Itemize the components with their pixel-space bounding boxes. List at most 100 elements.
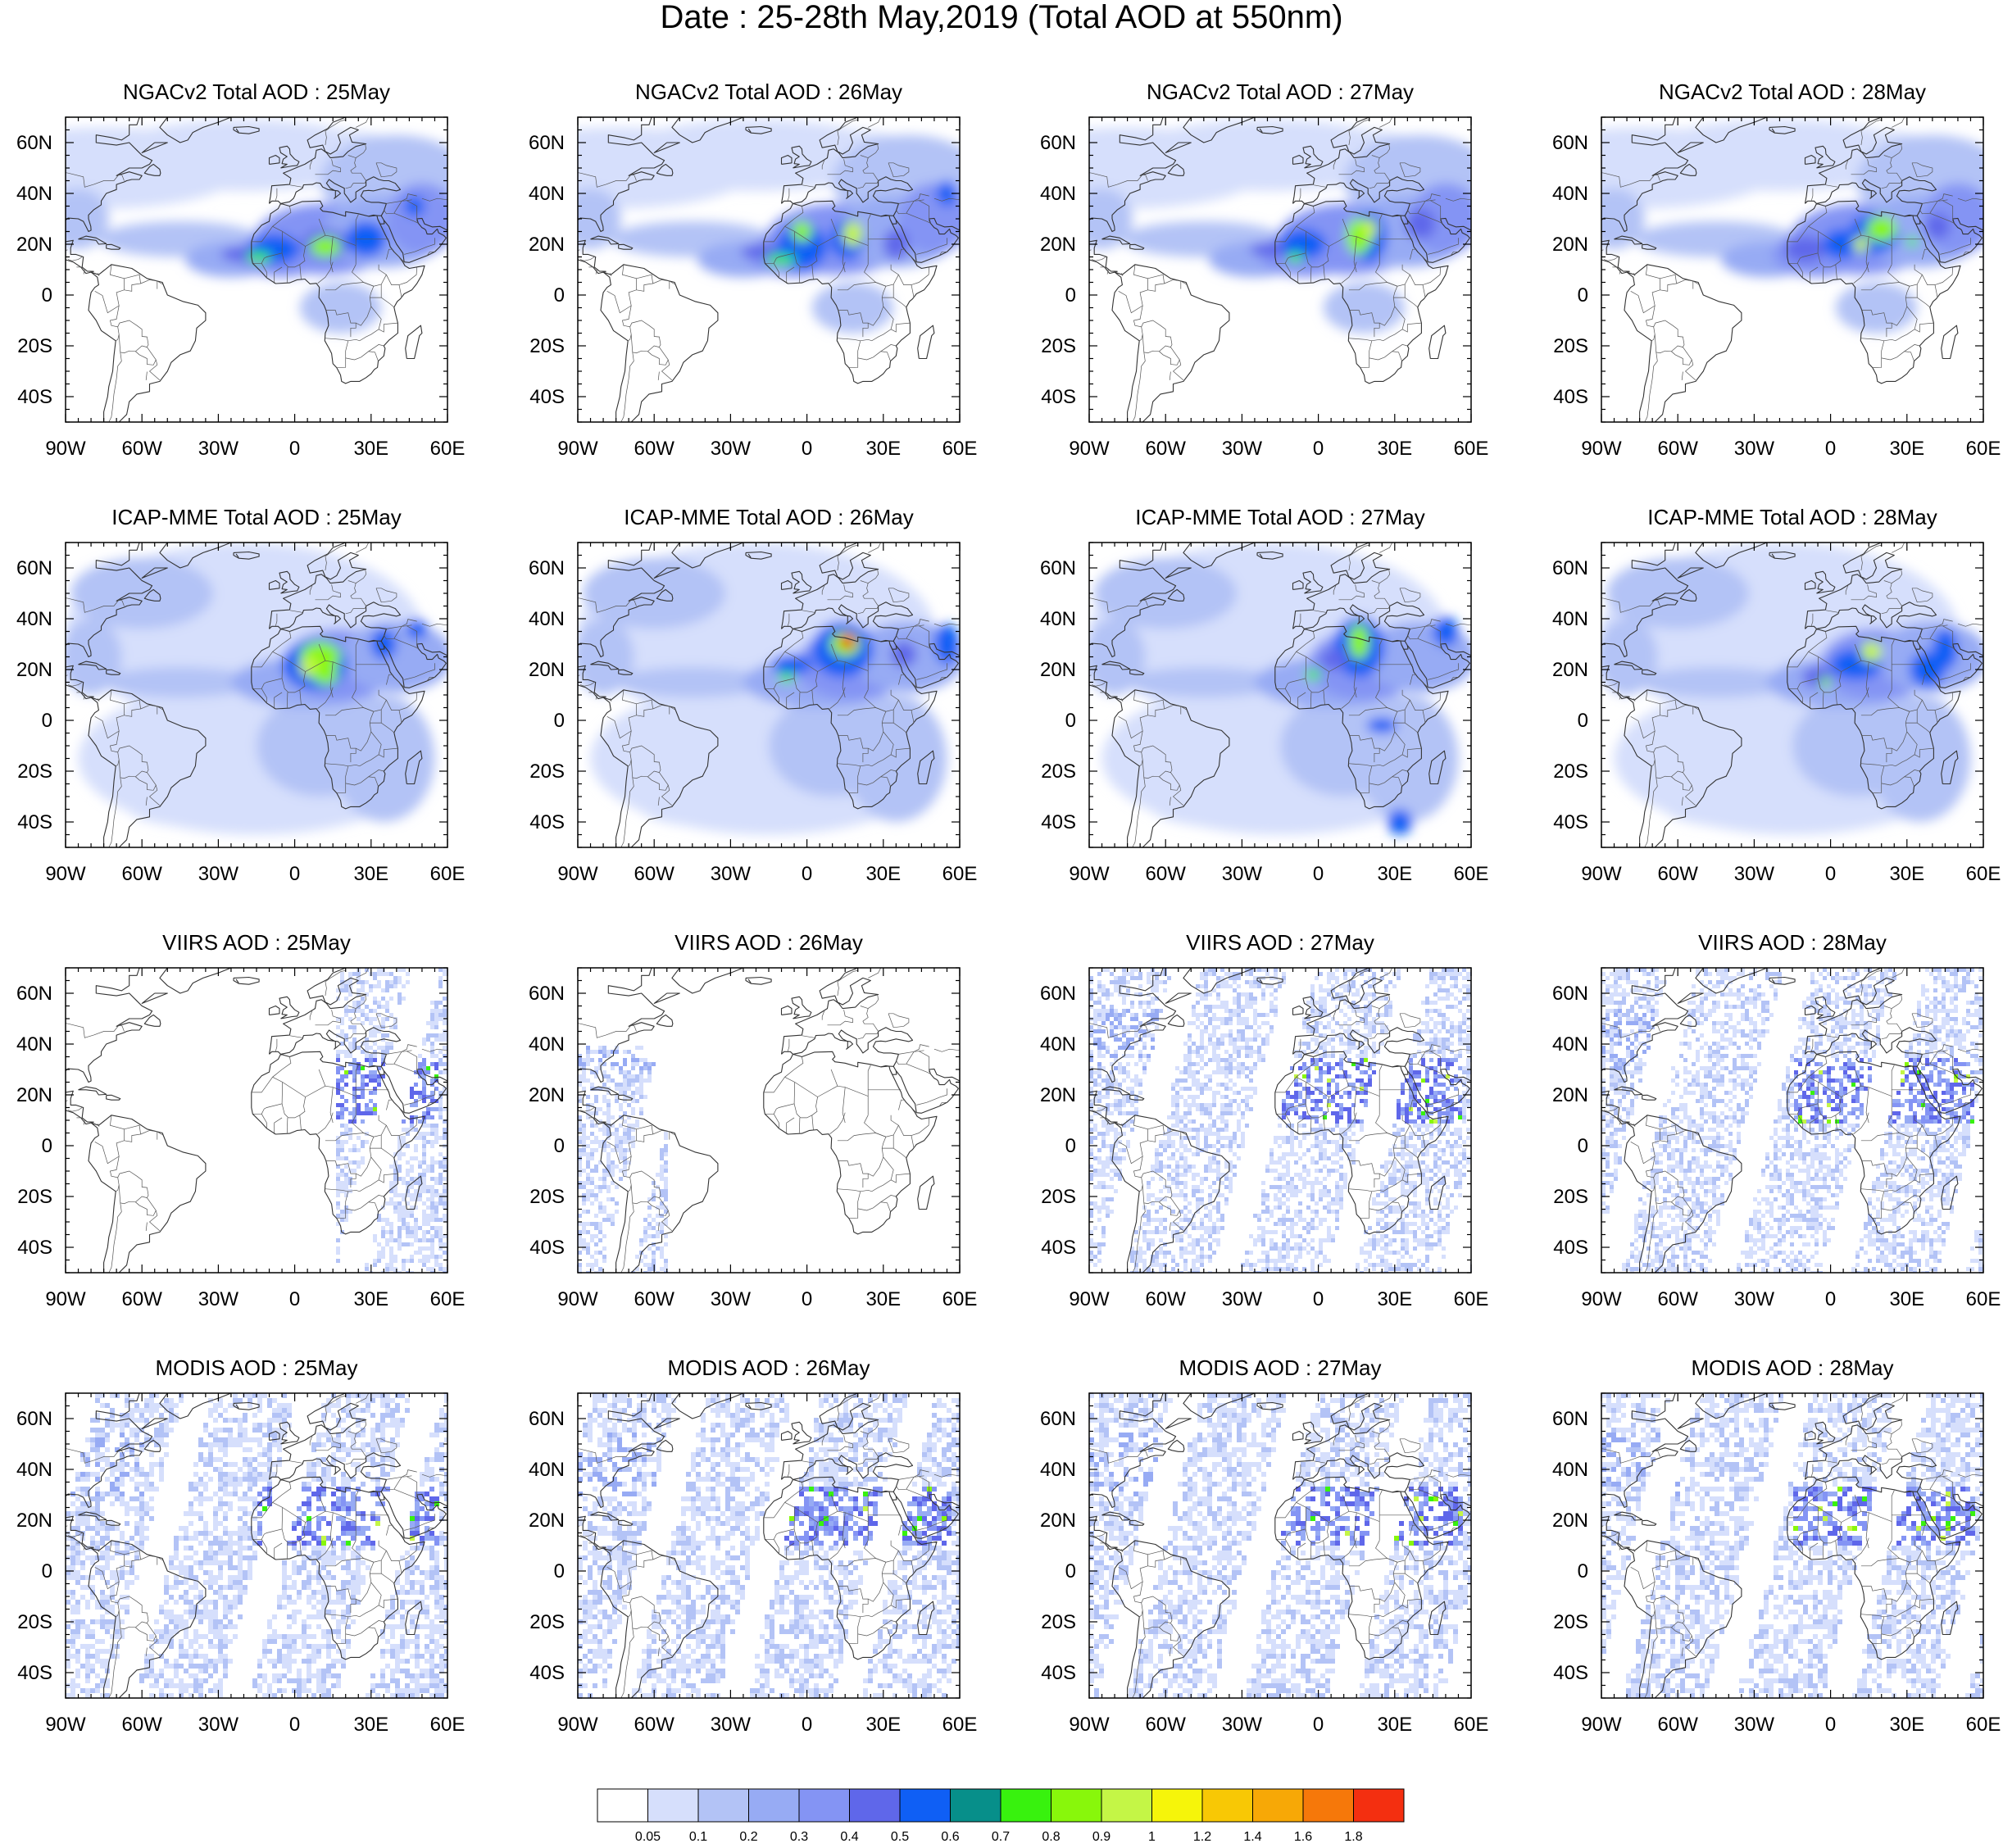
- country-border: [1861, 286, 1910, 326]
- aod-retrieval-cell: [1409, 1111, 1413, 1115]
- aod-retrieval-cell: [1204, 1050, 1208, 1054]
- aod-retrieval-cell: [623, 1099, 627, 1103]
- aod-retrieval-cell: [1376, 997, 1380, 1001]
- aod-retrieval-cell: [1323, 1165, 1327, 1169]
- aod-retrieval-cell: [660, 1148, 664, 1152]
- aod-retrieval-cell: [1294, 1054, 1298, 1058]
- y-tick-label: 40N: [1040, 608, 1076, 630]
- aod-retrieval-cell: [1282, 1136, 1286, 1140]
- aod-retrieval-cell: [1433, 1107, 1438, 1111]
- aod-retrieval-cell: [1458, 1021, 1462, 1025]
- aod-retrieval-cell: [1151, 1038, 1155, 1042]
- aod-retrieval-cell: [1339, 984, 1343, 988]
- aod-retrieval-cell: [1122, 997, 1126, 1001]
- aod-retrieval-cell: [1454, 1173, 1458, 1177]
- country-border: [1645, 730, 1696, 806]
- aod-retrieval-cell: [1347, 1119, 1351, 1124]
- aod-retrieval-cell: [1388, 1005, 1392, 1009]
- aod-retrieval-cell: [1290, 1095, 1294, 1099]
- aod-retrieval-cell: [1237, 1107, 1241, 1111]
- aod-retrieval-cell: [1224, 1144, 1229, 1148]
- aod-field-region: [1601, 619, 1658, 695]
- country-border: [829, 1112, 846, 1134]
- aod-retrieval-cell: [1339, 997, 1343, 1001]
- aod-retrieval-cell: [357, 1160, 361, 1165]
- aod-retrieval-cell: [1302, 1062, 1306, 1066]
- aod-retrieval-cell: [438, 1201, 443, 1206]
- aod-retrieval-cell: [1192, 1251, 1196, 1255]
- aod-retrieval-cell: [606, 1119, 611, 1124]
- aod-retrieval-cell: [1364, 1017, 1368, 1021]
- aod-retrieval-cell: [430, 1234, 434, 1238]
- aod-retrieval-cell: [443, 1033, 447, 1038]
- country-border: [1353, 236, 1357, 273]
- aod-retrieval-cell: [1339, 1136, 1343, 1140]
- aod-retrieval-cell: [660, 1165, 664, 1169]
- country-border: [579, 682, 595, 687]
- aod-retrieval-cell: [1114, 1058, 1118, 1062]
- aod-retrieval-cell: [1327, 1169, 1331, 1173]
- aod-retrieval-cell: [1442, 1103, 1446, 1107]
- aod-retrieval-cell: [1147, 1246, 1151, 1251]
- aod-retrieval-cell: [377, 1214, 381, 1218]
- aod-retrieval-cell: [1183, 1226, 1188, 1230]
- aod-retrieval-cell: [586, 1115, 590, 1119]
- aod-retrieval-cell: [623, 1128, 627, 1132]
- aod-retrieval-cell: [1335, 976, 1339, 980]
- aod-retrieval-cell: [1196, 1189, 1200, 1193]
- coastline: [1815, 570, 1836, 594]
- aod-retrieval-cell: [1458, 1115, 1462, 1119]
- y-tick-label: 20S: [1553, 761, 1588, 783]
- coastline: [141, 142, 168, 153]
- aod-retrieval-cell: [393, 1177, 397, 1181]
- country-border: [289, 610, 302, 613]
- aod-retrieval-cell: [652, 1255, 656, 1259]
- aod-retrieval-cell: [1372, 1017, 1376, 1021]
- aod-retrieval-cell: [615, 1099, 619, 1103]
- aod-retrieval-cell: [1253, 1242, 1257, 1246]
- aod-retrieval-cell: [1347, 1029, 1351, 1033]
- aod-retrieval-cell: [1204, 1029, 1208, 1033]
- aod-retrieval-cell: [1126, 1054, 1130, 1058]
- country-border: [1417, 677, 1428, 688]
- aod-retrieval-cell: [1114, 976, 1118, 980]
- aod-retrieval-cell: [1114, 1025, 1118, 1029]
- aod-retrieval-cell: [418, 1136, 422, 1140]
- aod-retrieval-cell: [578, 1095, 582, 1099]
- aod-retrieval-cell: [1405, 1246, 1409, 1251]
- aod-retrieval-cell: [586, 1095, 590, 1099]
- aod-retrieval-cell: [1171, 1193, 1175, 1197]
- aod-retrieval-cell: [340, 1148, 344, 1152]
- aod-retrieval-cell: [1356, 1091, 1360, 1095]
- aod-retrieval-cell: [639, 1066, 643, 1070]
- aod-retrieval-cell: [660, 1226, 664, 1230]
- aod-retrieval-cell: [1323, 1001, 1327, 1005]
- y-tick-label: 20N: [1040, 659, 1076, 681]
- aod-retrieval-cell: [1163, 1251, 1167, 1255]
- aod-retrieval-cell: [1450, 976, 1454, 980]
- country-border: [1348, 544, 1369, 571]
- aod-retrieval-cell: [1405, 1152, 1409, 1156]
- country-border: [1788, 225, 1819, 264]
- aod-retrieval-cell: [1224, 972, 1229, 976]
- aod-retrieval-cell: [1405, 1177, 1409, 1181]
- aod-retrieval-cell: [578, 1115, 582, 1119]
- aod-retrieval-cell: [1097, 1054, 1101, 1058]
- aod-retrieval-cell: [352, 1091, 357, 1095]
- country-border: [1392, 344, 1408, 352]
- tick-marks: [577, 116, 961, 423]
- aod-retrieval-cell: [1261, 1193, 1265, 1197]
- aod-retrieval-cell: [443, 1193, 447, 1197]
- coastline: [279, 996, 300, 1019]
- country-border: [798, 692, 801, 708]
- aod-retrieval-cell: [369, 1046, 373, 1050]
- aod-retrieval-cell: [1237, 1005, 1241, 1009]
- aod-retrieval-cell: [1446, 1074, 1450, 1078]
- country-border: [325, 119, 346, 146]
- coastline: [377, 219, 385, 225]
- aod-retrieval-cell: [1179, 1078, 1183, 1083]
- aod-retrieval-cell: [381, 988, 385, 992]
- country-border: [636, 1124, 653, 1142]
